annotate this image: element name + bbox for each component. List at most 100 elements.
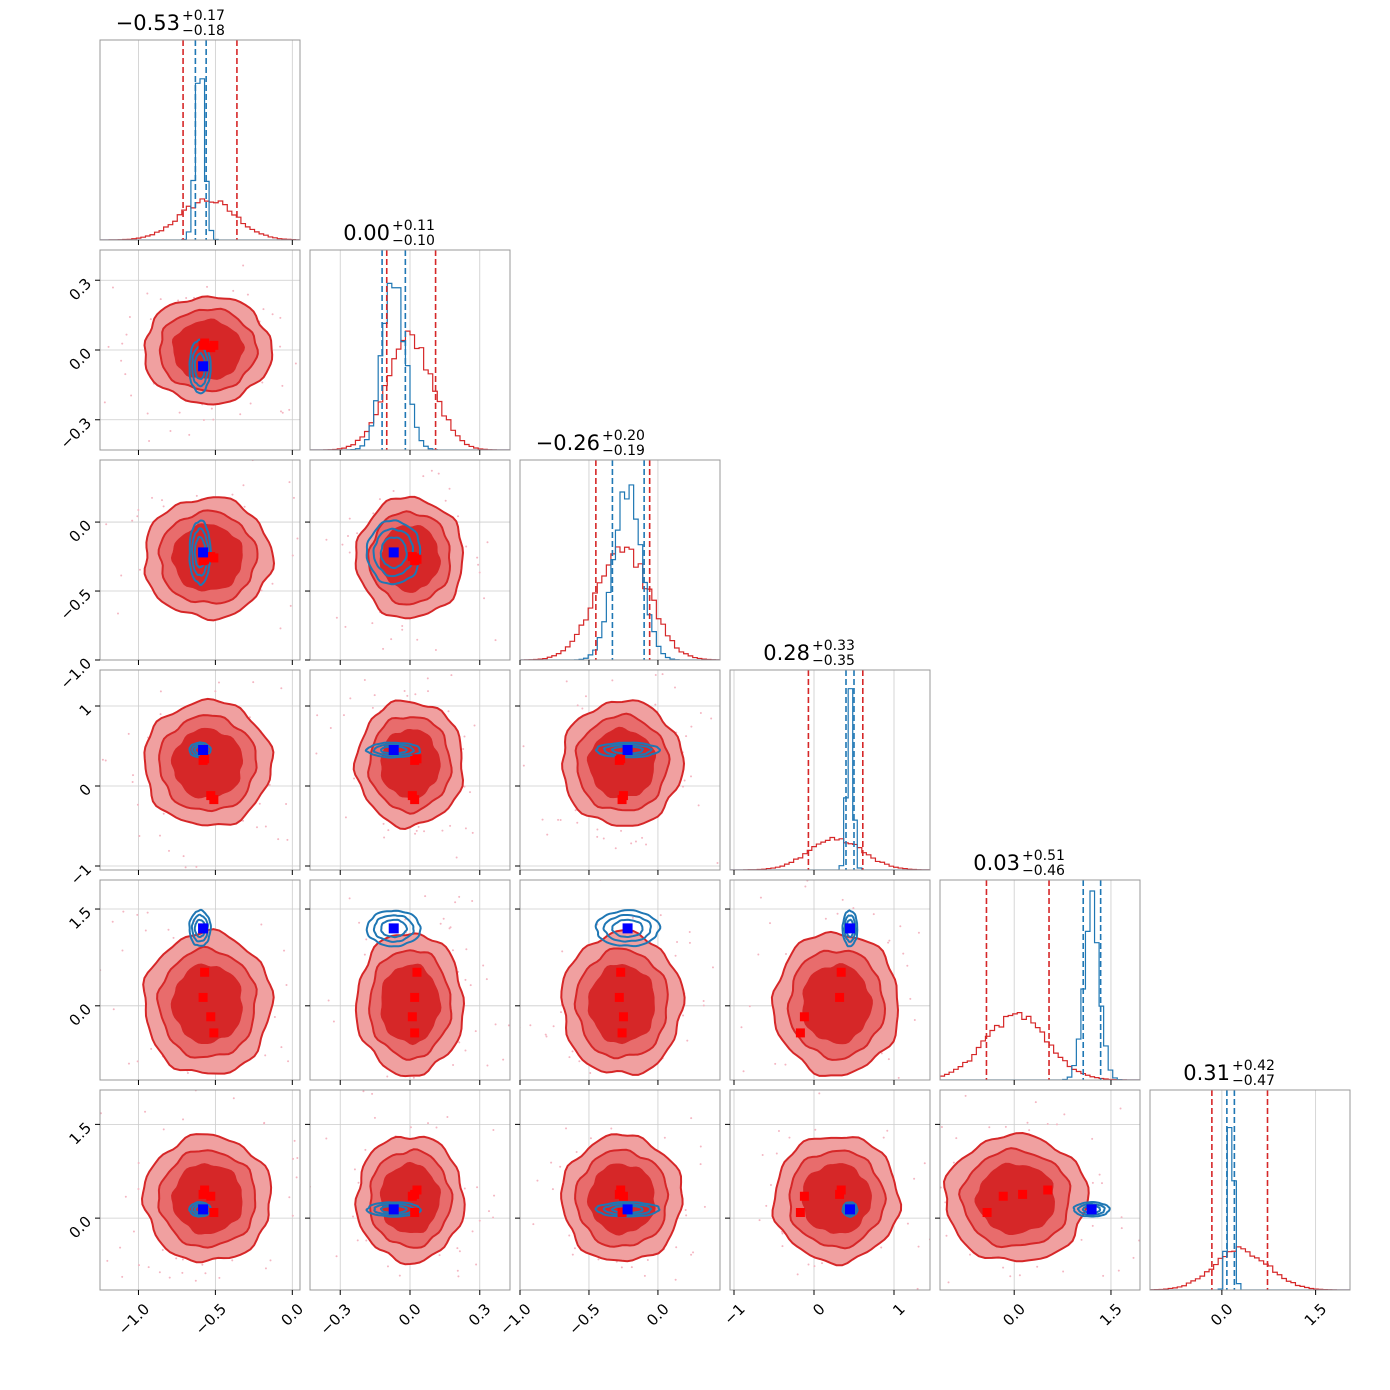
scatter-point bbox=[952, 1161, 955, 1164]
panel-2-2: −0.26 +0.20−0.19 bbox=[519, 428, 721, 665]
comparison-contour bbox=[594, 909, 662, 948]
scatter-point bbox=[290, 812, 292, 814]
scatter-point bbox=[390, 638, 393, 641]
scatter-point bbox=[936, 1199, 938, 1201]
panel-title-value: 0.00 bbox=[343, 221, 390, 245]
scatter-point bbox=[887, 941, 890, 944]
scatter-point bbox=[944, 1201, 947, 1204]
scatter-point bbox=[916, 1256, 918, 1258]
scatter-point bbox=[661, 1105, 663, 1107]
scatter-point bbox=[363, 679, 366, 682]
comparison-contour bbox=[190, 913, 209, 943]
scatter-point bbox=[475, 1263, 478, 1266]
y-tick-label: −0.5 bbox=[57, 585, 95, 623]
panel-4-3 bbox=[725, 879, 931, 1085]
scatter-point bbox=[477, 563, 480, 566]
comparison-histogram bbox=[940, 890, 1140, 1080]
comparison-contour bbox=[611, 918, 644, 939]
scatter-point bbox=[326, 1008, 328, 1010]
panel-title-plus: +0.11 bbox=[392, 218, 435, 234]
panel-title-plus: +0.51 bbox=[1022, 848, 1065, 864]
panel-content bbox=[730, 1090, 938, 1290]
scatter-point bbox=[655, 1081, 657, 1083]
comparison-contour bbox=[372, 914, 415, 943]
panel-frame bbox=[519, 879, 721, 1081]
panel-content bbox=[83, 880, 328, 1080]
scatter-point bbox=[232, 289, 235, 292]
scatter-point bbox=[964, 1094, 967, 1097]
comparison-contour bbox=[379, 745, 408, 755]
sample-marker bbox=[835, 1189, 845, 1199]
scatter-point bbox=[375, 1100, 377, 1102]
scatter-point bbox=[348, 897, 351, 900]
panel-content bbox=[310, 880, 510, 1135]
scatter-point bbox=[922, 1199, 924, 1201]
panel-content bbox=[730, 670, 930, 870]
scatter-point bbox=[471, 900, 474, 903]
scatter-point bbox=[356, 532, 359, 535]
scatter-point bbox=[414, 693, 417, 696]
scatter-point bbox=[654, 703, 657, 706]
scatter-point bbox=[83, 937, 85, 939]
scatter-point bbox=[288, 568, 290, 570]
scatter-point bbox=[703, 1205, 706, 1208]
scatter-point bbox=[422, 882, 424, 884]
x-tick-label: 0 bbox=[809, 1300, 828, 1319]
sample-marker bbox=[799, 1012, 809, 1022]
scatter-point bbox=[120, 574, 123, 577]
truth-marker bbox=[198, 361, 209, 372]
comparison-contour bbox=[1076, 1202, 1106, 1216]
x-tick-label: 0.3 bbox=[465, 1300, 495, 1330]
panel-content bbox=[100, 40, 300, 240]
reference-contour-inner bbox=[974, 1162, 1055, 1236]
reference-contour-inner bbox=[380, 963, 442, 1046]
scatter-point bbox=[319, 538, 321, 540]
scatter-point bbox=[462, 747, 465, 750]
panel-4-2 bbox=[515, 879, 721, 1107]
scatter-point bbox=[295, 1176, 298, 1179]
scatter-point bbox=[522, 764, 525, 767]
scatter-point bbox=[568, 1234, 571, 1237]
scatter-point bbox=[194, 1279, 197, 1282]
scatter-point bbox=[353, 662, 355, 664]
scatter-point bbox=[401, 628, 404, 631]
scatter-point bbox=[1026, 1121, 1029, 1124]
y-tick-label: 1 bbox=[76, 700, 95, 719]
scatter-point bbox=[446, 1116, 449, 1119]
sample-marker bbox=[836, 967, 846, 977]
scatter-point bbox=[573, 1247, 576, 1250]
reference-contour-inner bbox=[170, 963, 243, 1045]
scatter-point bbox=[128, 316, 131, 319]
scatter-point bbox=[214, 690, 217, 693]
panel-5-2: −1.0 −0.5 0.0 bbox=[496, 1075, 721, 1339]
scatter-point bbox=[175, 1257, 178, 1260]
scatter-point bbox=[420, 667, 422, 669]
scatter-point bbox=[185, 923, 187, 925]
scatter-point bbox=[346, 534, 349, 537]
panel-content bbox=[100, 460, 321, 660]
scatter-point bbox=[373, 1116, 376, 1119]
scatter-point bbox=[661, 673, 664, 676]
scatter-point bbox=[880, 1052, 883, 1055]
scatter-point bbox=[239, 413, 242, 416]
panel-4-1 bbox=[305, 879, 511, 1135]
scatter-point bbox=[796, 1273, 799, 1276]
scatter-point bbox=[476, 556, 479, 559]
scatter-point bbox=[546, 833, 549, 836]
scatter-point bbox=[169, 429, 172, 432]
scatter-point bbox=[404, 918, 407, 921]
scatter-point bbox=[149, 318, 152, 321]
scatter-point bbox=[711, 966, 714, 969]
panel-title-minus: −0.46 bbox=[1022, 863, 1065, 879]
scatter-point bbox=[639, 1075, 641, 1077]
truth-marker bbox=[388, 1204, 399, 1215]
scatter-point bbox=[365, 938, 368, 941]
scatter-point bbox=[416, 638, 419, 641]
scatter-point bbox=[178, 411, 181, 414]
scatter-point bbox=[436, 1133, 438, 1135]
scatter-point bbox=[697, 804, 700, 807]
scatter-point bbox=[342, 714, 345, 717]
truth-marker bbox=[622, 745, 633, 755]
comparison-contour bbox=[602, 1203, 653, 1216]
x-tick-label: −1.0 bbox=[115, 1300, 153, 1338]
